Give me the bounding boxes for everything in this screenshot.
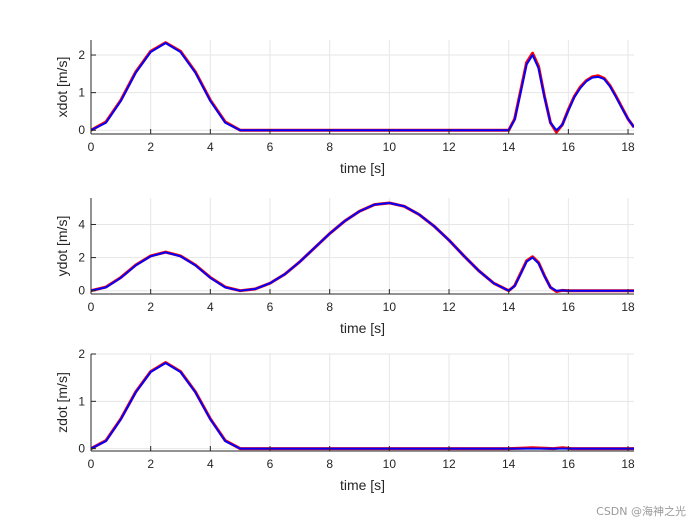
subplot-2: 0 2 4 6 8 10 12 14 16 18 0 2 4 time [s] ydot [m/s] (54, 198, 635, 336)
x-tick-label: 16 (562, 300, 576, 314)
y-tick-label: 0 (78, 284, 85, 298)
x-tick-label: 16 (562, 457, 576, 471)
x-tick-label: 2 (147, 457, 154, 471)
x-tick-label: 6 (267, 140, 274, 154)
series-line-actual (91, 42, 634, 132)
x-tick-label: 8 (326, 140, 333, 154)
y-tick-label: 0 (78, 123, 85, 137)
plot-area (91, 198, 634, 294)
x-tick-label: 0 (88, 140, 95, 154)
y-axis-label: xdot [m/s] (54, 57, 70, 118)
x-tick-label: 8 (326, 457, 333, 471)
x-tick-label: 12 (442, 457, 456, 471)
plot-area (91, 40, 634, 134)
x-axis-label: time [s] (340, 320, 385, 336)
y-tick-label: 1 (78, 86, 85, 100)
x-tick-label: 12 (442, 140, 456, 154)
x-tick-label: 12 (442, 300, 456, 314)
x-tick-label: 2 (147, 140, 154, 154)
x-tick-label: 2 (147, 300, 154, 314)
plot-area (91, 354, 634, 451)
y-tick-label: 2 (78, 347, 85, 361)
x-axis-label: time [s] (340, 477, 385, 493)
x-tick-label: 8 (326, 300, 333, 314)
x-tick-label: 6 (267, 457, 274, 471)
x-tick-label: 18 (621, 140, 635, 154)
y-axis-label: zdot [m/s] (54, 372, 70, 433)
y-tick-label: 1 (78, 394, 85, 408)
x-tick-label: 18 (621, 457, 635, 471)
x-tick-label: 18 (621, 300, 635, 314)
y-tick-label: 0 (78, 442, 85, 456)
series-line-actual (91, 361, 634, 450)
watermark: CSDN @海神之光 (596, 505, 686, 518)
y-tick-label: 2 (78, 251, 85, 265)
x-tick-label: 0 (88, 300, 95, 314)
x-tick-label: 14 (502, 300, 516, 314)
series-line-actual (91, 201, 634, 292)
x-tick-label: 10 (383, 300, 397, 314)
x-tick-label: 4 (207, 300, 214, 314)
y-tick-label: 2 (78, 48, 85, 62)
x-tick-label: 4 (207, 457, 214, 471)
x-axis-label: time [s] (340, 160, 385, 176)
x-tick-label: 4 (207, 140, 214, 154)
y-tick-label: 4 (78, 217, 85, 231)
x-tick-label: 16 (562, 140, 576, 154)
x-tick-label: 10 (383, 457, 397, 471)
x-tick-label: 14 (502, 457, 516, 471)
x-tick-label: 0 (88, 457, 95, 471)
x-tick-label: 14 (502, 140, 516, 154)
x-tick-label: 6 (267, 300, 274, 314)
x-tick-label: 10 (383, 140, 397, 154)
y-axis-label: ydot [m/s] (54, 216, 70, 277)
